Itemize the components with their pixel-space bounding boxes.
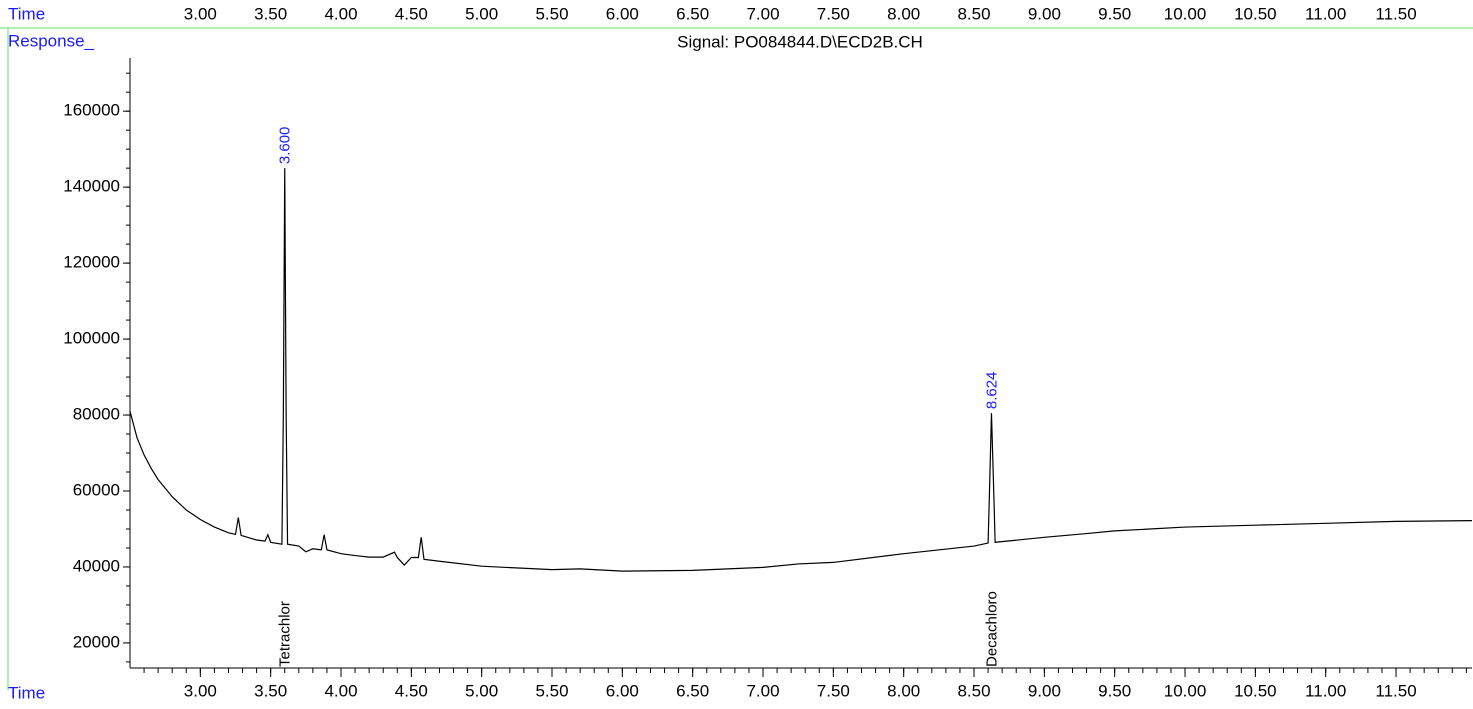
top-tick-label: 9.50 (1098, 4, 1131, 23)
y-tick-label: 140000 (63, 177, 120, 196)
chart-title: Signal: PO084844.D\ECD2B.CH (677, 32, 923, 51)
y-tick-label: 100000 (63, 329, 120, 348)
top-tick-label: 4.50 (395, 4, 428, 23)
x-tick-label: 3.00 (184, 681, 217, 700)
x-tick-label: 4.00 (324, 681, 357, 700)
top-tick-label: 11.00 (1305, 4, 1346, 23)
top-tick-label: 6.00 (606, 4, 639, 23)
x-tick-label: 9.50 (1098, 681, 1131, 700)
y-tick-label: 120000 (63, 253, 120, 272)
top-tick-label: 7.50 (817, 4, 850, 23)
y-tick-label: 60000 (73, 480, 120, 499)
peak-time-label: 8.624 (983, 372, 1000, 410)
top-tick-label: 9.00 (1028, 4, 1061, 23)
top-tick-label: 3.00 (184, 4, 217, 23)
x-axis-label: Time (8, 683, 45, 702)
x-tick-label: 8.00 (887, 681, 920, 700)
top-tick-label: 7.00 (746, 4, 779, 23)
x-tick-label: 5.00 (465, 681, 498, 700)
y-tick-label: 160000 (63, 101, 120, 120)
top-tick-label: 11.50 (1375, 4, 1416, 23)
top-tick-label: 3.50 (254, 4, 287, 23)
y-tick-label: 20000 (73, 632, 120, 651)
top-tick-label: 5.50 (535, 4, 568, 23)
x-tick-label: 10.50 (1234, 681, 1277, 700)
top-tick-label: 6.50 (676, 4, 709, 23)
x-tick-label: 7.50 (817, 681, 850, 700)
x-tick-label: 11.50 (1375, 681, 1416, 700)
y-tick-label: 40000 (73, 556, 120, 575)
x-tick-label: 6.50 (676, 681, 709, 700)
top-axis-label: Time (8, 4, 45, 23)
x-tick-label: 3.50 (254, 681, 287, 700)
x-tick-label: 8.50 (957, 681, 990, 700)
compound-label: Decachloro (983, 591, 1000, 667)
x-tick-label: 4.50 (395, 681, 428, 700)
x-tick-label: 7.00 (746, 681, 779, 700)
compound-label: Tetrachlor (277, 601, 294, 667)
x-tick-label: 6.00 (606, 681, 639, 700)
top-tick-label: 8.50 (957, 4, 990, 23)
top-tick-label: 5.00 (465, 4, 498, 23)
trace (129, 168, 1473, 572)
x-tick-label: 11.00 (1305, 681, 1346, 700)
top-tick-label: 10.50 (1234, 4, 1277, 23)
y-axis-label: Response_ (8, 31, 95, 50)
peak-time-label: 3.600 (277, 127, 294, 165)
top-tick-label: 8.00 (887, 4, 920, 23)
y-tick-label: 80000 (73, 405, 120, 424)
x-tick-label: 5.50 (535, 681, 568, 700)
top-tick-label: 10.00 (1164, 4, 1207, 23)
x-tick-label: 9.00 (1028, 681, 1061, 700)
x-tick-label: 10.00 (1164, 681, 1207, 700)
top-tick-label: 4.00 (324, 4, 357, 23)
